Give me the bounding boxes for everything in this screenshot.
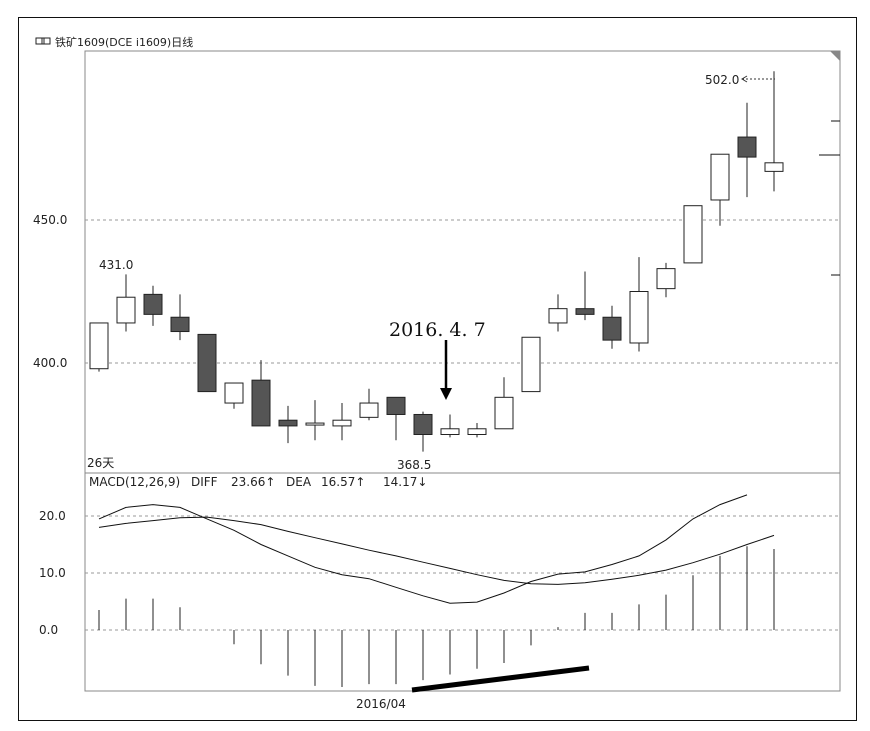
macd-diff-value: 23.66↑ [231, 475, 275, 489]
candle-up [548, 294, 568, 332]
candle-body [278, 419, 298, 427]
price-tick-label: 400.0 [33, 356, 67, 370]
candle-down [278, 405, 298, 444]
candle-body [575, 308, 595, 315]
chart-title: 铁矿1609(DCE i1609)日线 [55, 35, 193, 49]
candle-down [602, 305, 622, 349]
max-pointer [741, 75, 775, 83]
candle-up [683, 205, 703, 264]
candle-body [683, 205, 703, 264]
annotation-arrow [440, 340, 452, 400]
low-label: 368.5 [397, 458, 431, 472]
candle-body [332, 419, 352, 427]
candle-body [89, 322, 109, 370]
candle-up [656, 262, 676, 298]
price-axis-ticks: 400.0 450.0 [33, 213, 67, 370]
candle-body [305, 422, 325, 426]
candle-down [575, 271, 595, 321]
candle-body [629, 291, 649, 344]
candle-down [737, 102, 757, 198]
candle-down [413, 411, 433, 452]
candle-body [413, 413, 433, 436]
candle-body [710, 153, 730, 201]
divergence-trendline [411, 665, 590, 693]
candle-up [305, 400, 325, 441]
link-icon [35, 37, 51, 45]
corner-marker [830, 51, 840, 61]
chart-frame: 铁矿1609(DCE i1609)日线 400.0 450.0 431.0 368… [18, 17, 857, 721]
macd-legend-dea: DEA [286, 475, 312, 489]
candle-body [494, 396, 514, 430]
candle-up [359, 388, 379, 421]
period-label: 26天 [87, 456, 114, 470]
candle-body [602, 316, 622, 341]
candle-body [359, 402, 379, 418]
price-tick-label: 450.0 [33, 213, 67, 227]
macd-axis-ticks: 0.0 10.0 20.0 [39, 509, 66, 637]
macd-grid [85, 515, 840, 631]
candle-down [170, 294, 190, 341]
candle-up [116, 274, 136, 332]
candle-body [521, 336, 541, 393]
macd-dea-value: 16.57↑ [321, 475, 365, 489]
date-annotation: 2016. 4. 7 [389, 319, 486, 341]
macd-legend-name: MACD(12,26,9) [89, 475, 180, 489]
candle-body [143, 293, 163, 315]
candle-body [116, 296, 136, 324]
x-axis-label: 2016/04 [356, 697, 406, 711]
macd-value: 14.17↓ [383, 475, 427, 489]
macd-tick-label: 20.0 [39, 509, 66, 523]
macd-tick-label: 0.0 [39, 623, 58, 637]
diff-line [98, 494, 748, 604]
chart-header: 铁矿1609(DCE i1609)日线 [35, 35, 193, 49]
candle-up [224, 382, 244, 409]
candle-down [143, 285, 163, 326]
plot-border [84, 50, 841, 692]
candle-up [440, 414, 460, 438]
candle-up [332, 403, 352, 441]
candle-up [710, 153, 730, 226]
high-label: 431.0 [99, 258, 133, 272]
candlestick-series [89, 71, 784, 452]
candle-body [737, 136, 757, 158]
candle-body [548, 308, 568, 324]
candle-body [764, 162, 784, 172]
macd-tick-label: 10.0 [39, 566, 66, 580]
max-label: 502.0 [705, 73, 739, 87]
candle-up [467, 423, 487, 438]
macd-legend-diff: DIFF [191, 475, 218, 489]
candle-up [764, 71, 784, 192]
candle-down [197, 333, 217, 393]
candle-up [629, 257, 649, 352]
candle-body [440, 428, 460, 435]
candle-body [251, 379, 271, 427]
candle-body [170, 316, 190, 333]
candle-body [224, 382, 244, 404]
kline-chart: 铁矿1609(DCE i1609)日线 400.0 450.0 431.0 368… [33, 35, 841, 711]
candle-body [467, 428, 487, 435]
candle-down [386, 396, 406, 441]
candle-body [386, 396, 406, 415]
dea-line [98, 516, 775, 585]
candle-down [251, 360, 271, 427]
candle-up [89, 322, 109, 372]
candle-body [197, 333, 217, 393]
candle-body [656, 268, 676, 290]
candle-up [494, 377, 514, 430]
macd-histogram [98, 546, 775, 687]
candle-up [521, 336, 541, 393]
